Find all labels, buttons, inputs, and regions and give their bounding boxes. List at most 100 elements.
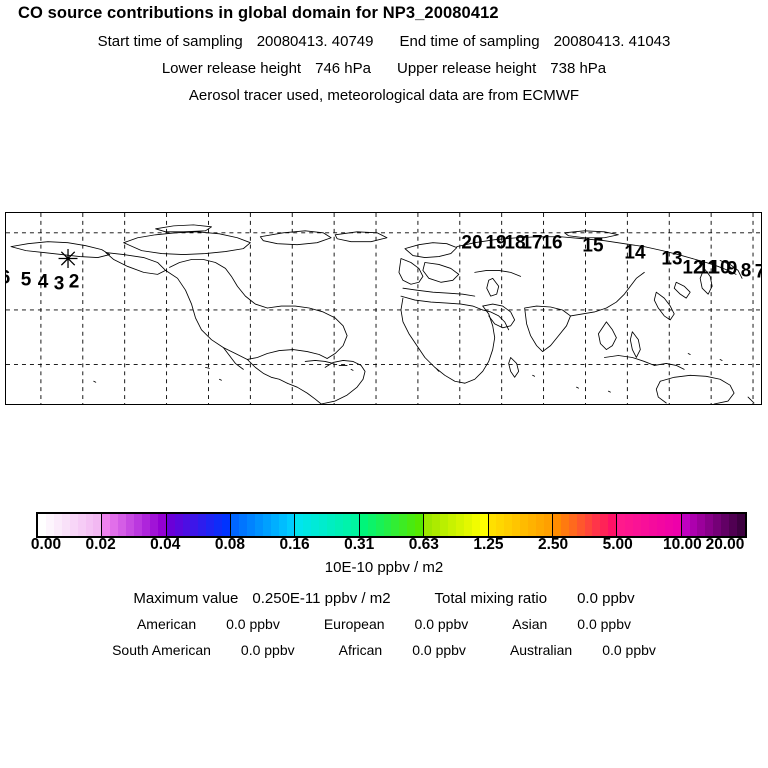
colorbar-step bbox=[471, 514, 480, 536]
trajectory-hour-label: 19 bbox=[485, 232, 507, 254]
colorbar-segment-5 bbox=[359, 514, 425, 536]
release-height-row: Lower release height 746 hPa Upper release… bbox=[0, 60, 768, 77]
colorbar-step bbox=[359, 514, 368, 536]
region-african-value: 0.0 ppbv bbox=[412, 642, 466, 658]
colorbar-step bbox=[576, 514, 585, 536]
colorbar-step bbox=[424, 514, 433, 536]
trajectory-hour-label: 11 bbox=[697, 257, 719, 279]
trajectory-hour-label: 5 bbox=[20, 269, 32, 291]
trajectory-hour-label: 13 bbox=[661, 248, 683, 270]
sampling-time-row: Start time of sampling 20080413. 40749 End… bbox=[0, 33, 768, 50]
colorbar-step bbox=[648, 514, 657, 536]
colorbar-segment-8 bbox=[552, 514, 618, 536]
colorbar-step bbox=[463, 514, 472, 536]
colorbar-step bbox=[45, 514, 54, 536]
colorbar-tick-8: 2.50 bbox=[537, 536, 569, 553]
colorbar-tick-11: 20.00 bbox=[705, 536, 745, 553]
colorbar-step bbox=[488, 514, 497, 536]
colorbar-step bbox=[432, 514, 440, 536]
colorbar-segment-3 bbox=[231, 514, 296, 536]
colorbar-tick-1: 0.02 bbox=[85, 536, 116, 553]
colorbar-step bbox=[560, 514, 569, 536]
colorbar-segment-7 bbox=[488, 514, 553, 536]
colorbar-step bbox=[504, 514, 513, 536]
region-european-label: European bbox=[323, 616, 385, 632]
start-time-value: 20080413. 40749 bbox=[256, 33, 374, 50]
colorbar-step bbox=[190, 514, 199, 536]
colorbar-tick-0: 0.00 bbox=[30, 536, 62, 553]
upper-release-label: Upper release height bbox=[397, 60, 537, 77]
colorbar-step bbox=[496, 514, 505, 536]
trajectory-hour-label: 8 bbox=[740, 260, 752, 282]
colorbar-step bbox=[391, 514, 400, 536]
colorbar-step bbox=[286, 514, 295, 536]
colorbar-step bbox=[182, 514, 191, 536]
colorbar-step bbox=[536, 514, 544, 536]
colorbar-step bbox=[350, 514, 359, 536]
colorbar-step bbox=[415, 514, 424, 536]
colorbar-tick-6: 0.63 bbox=[408, 536, 439, 553]
colorbar-segment-9 bbox=[617, 514, 682, 536]
total-mixing-ratio-label: Total mixing ratio bbox=[434, 590, 548, 607]
total-mixing-ratio-value: 0.0 ppbv bbox=[577, 590, 635, 607]
tracer-note-row: Aerosol tracer used, meteorological data… bbox=[0, 87, 768, 104]
trajectory-hour-label: 2 bbox=[68, 271, 80, 293]
colorbar-step bbox=[656, 514, 665, 536]
colorbar-step bbox=[110, 514, 119, 536]
colorbar-step bbox=[93, 514, 102, 536]
trajectory-hour-label: 7 bbox=[755, 263, 761, 282]
colorbar-step bbox=[617, 514, 626, 536]
release-point-star-icon: ✳ bbox=[57, 244, 79, 274]
colorbar-step bbox=[697, 514, 706, 536]
trajectory-hour-label: 14 bbox=[624, 242, 646, 264]
stats-summary-row: Maximum value 0.250E-11 ppbv / m2 Total mi… bbox=[0, 590, 768, 607]
colorbar-step bbox=[689, 514, 698, 536]
colorbar-tick-5: 0.31 bbox=[344, 536, 375, 553]
colorbar[interactable] bbox=[36, 512, 747, 538]
colorbar-step bbox=[713, 514, 722, 536]
colorbar-step bbox=[407, 514, 416, 536]
colorbar-step bbox=[399, 514, 408, 536]
region-australian-label: Australian bbox=[509, 642, 573, 658]
colorbar-tick-3: 0.08 bbox=[214, 536, 245, 553]
colorbar-step bbox=[134, 514, 142, 536]
colorbar-step bbox=[552, 514, 561, 536]
colorbar-step bbox=[705, 514, 714, 536]
colorbar-step bbox=[85, 514, 94, 536]
trajectory-hour-label: 10 bbox=[709, 257, 731, 279]
trajectory-hour-label: 20 bbox=[461, 232, 483, 254]
colorbar-unit-label: 10E-10 ppbv / m2 bbox=[324, 559, 444, 576]
trajectory-hour-label: 17 bbox=[521, 232, 543, 254]
maximum-value-value: 0.250E-11 ppbv / m2 bbox=[252, 590, 391, 607]
colorbar-step bbox=[295, 514, 304, 536]
colorbar-step bbox=[319, 514, 328, 536]
colorbar-tick-9: 5.00 bbox=[602, 536, 633, 553]
colorbar-step bbox=[367, 514, 376, 536]
colorbar-step bbox=[311, 514, 320, 536]
region-asian-label: Asian bbox=[512, 616, 548, 632]
colorbar-step bbox=[141, 514, 150, 536]
colorbar-step bbox=[672, 514, 681, 536]
region-american-value: 0.0 ppbv bbox=[226, 616, 280, 632]
end-time-value: 20080413. 41043 bbox=[553, 33, 671, 50]
colorbar-segment-0 bbox=[38, 514, 103, 536]
colorbar-step bbox=[214, 514, 223, 536]
colorbar-step bbox=[77, 514, 86, 536]
colorbar-step bbox=[303, 514, 312, 536]
colorbar-step bbox=[222, 514, 231, 536]
colorbar-step bbox=[568, 514, 577, 536]
colorbar-step bbox=[592, 514, 601, 536]
tracer-note: Aerosol tracer used, meteorological data… bbox=[188, 87, 580, 104]
colorbar-step bbox=[721, 514, 730, 536]
colorbar-step bbox=[254, 514, 263, 536]
colorbar-step bbox=[61, 514, 70, 536]
colorbar-step bbox=[737, 514, 745, 536]
region-south-american-value: 0.0 ppbv bbox=[240, 642, 295, 658]
colorbar-step bbox=[246, 514, 255, 536]
maximum-value-label: Maximum value bbox=[133, 590, 239, 607]
colorbar-step bbox=[239, 514, 247, 536]
trajectory-hour-label: 3 bbox=[53, 273, 65, 295]
colorbar-step bbox=[198, 514, 207, 536]
